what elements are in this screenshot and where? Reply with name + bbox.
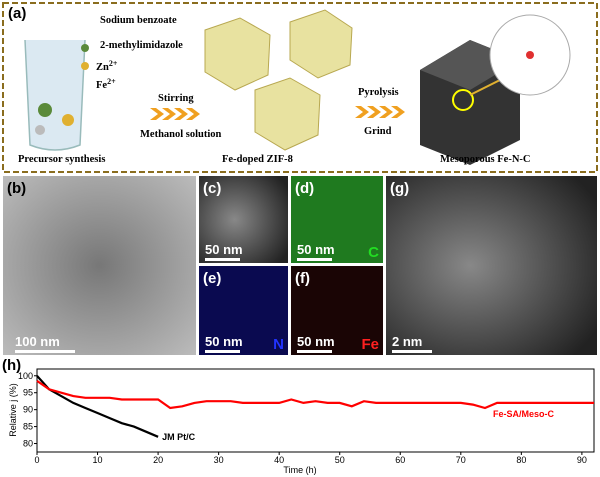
series-line	[36, 375, 159, 438]
scale-label: 50 nm	[297, 334, 335, 349]
c-map	[291, 176, 383, 263]
step-text: Stirring	[158, 93, 194, 104]
step-text: Grind	[364, 126, 392, 137]
y-tick-label: 95	[23, 388, 33, 398]
panel-label: (f)	[295, 270, 310, 287]
x-tick-label: 30	[214, 455, 224, 465]
reagent: Sodium benzoate	[100, 15, 177, 26]
y-tick-label: 80	[23, 439, 33, 449]
zif-crystals	[204, 9, 353, 151]
panel-label: (c)	[203, 180, 221, 197]
x-tick-label: 50	[335, 455, 345, 465]
fenc-particle	[420, 14, 571, 165]
x-axis-label: Time (h)	[283, 465, 316, 475]
panel-label: (e)	[203, 270, 221, 287]
x-tick-label: 70	[456, 455, 466, 465]
panel-label: (b)	[7, 180, 26, 197]
series-label: JM Pt/C	[162, 432, 196, 442]
stage-label: Precursor synthesis	[18, 154, 105, 165]
x-tick-label: 10	[93, 455, 103, 465]
ion: Zn2+	[96, 59, 118, 73]
stage-label: Mesoporous Fe-N-C	[440, 154, 531, 165]
scale-label: 100 nm	[15, 334, 60, 349]
x-tick-label: 0	[34, 455, 39, 465]
stage-label: Fe-doped ZIF-8	[222, 154, 293, 165]
stem-image	[386, 176, 597, 355]
x-tick-label: 20	[153, 455, 163, 465]
plot-frame	[36, 368, 595, 453]
x-tick-label: 90	[577, 455, 587, 465]
y-tick-label: 100	[18, 371, 33, 381]
x-tick-label: 80	[516, 455, 526, 465]
panel-label: (g)	[390, 180, 409, 197]
scale-bars	[15, 258, 432, 353]
arrow-1	[150, 108, 200, 120]
scale-label: 50 nm	[205, 242, 243, 257]
n-map	[199, 266, 288, 355]
series-line	[36, 379, 594, 410]
tem-image	[3, 176, 196, 355]
element-label: Fe	[361, 336, 379, 353]
y-tick-label: 85	[23, 422, 33, 432]
scale-label: 2 nm	[392, 334, 422, 349]
element-label: C	[368, 244, 379, 261]
step-text: Pyrolysis	[358, 87, 399, 98]
panel-label: (h)	[2, 357, 21, 374]
x-tick-label: 60	[395, 455, 405, 465]
ion: Fe2+	[96, 77, 116, 91]
scale-label: 50 nm	[205, 334, 243, 349]
series-label: Fe-SA/Meso-C	[493, 409, 555, 419]
panel-label: (d)	[295, 180, 314, 197]
y-axis-label: Relative j (%)	[8, 383, 18, 437]
scale-label: 50 nm	[297, 242, 335, 257]
fe-map	[291, 266, 383, 355]
element-label: N	[273, 336, 284, 353]
beaker	[24, 39, 89, 151]
x-tick-label: 40	[274, 455, 284, 465]
y-tick-label: 90	[23, 405, 33, 415]
step-text: Methanol solution	[140, 129, 222, 140]
haadf-image	[199, 176, 288, 263]
panel-label: (a)	[8, 5, 26, 22]
reagent: 2-methylimidazole	[100, 40, 183, 51]
arrow-2	[355, 106, 405, 118]
